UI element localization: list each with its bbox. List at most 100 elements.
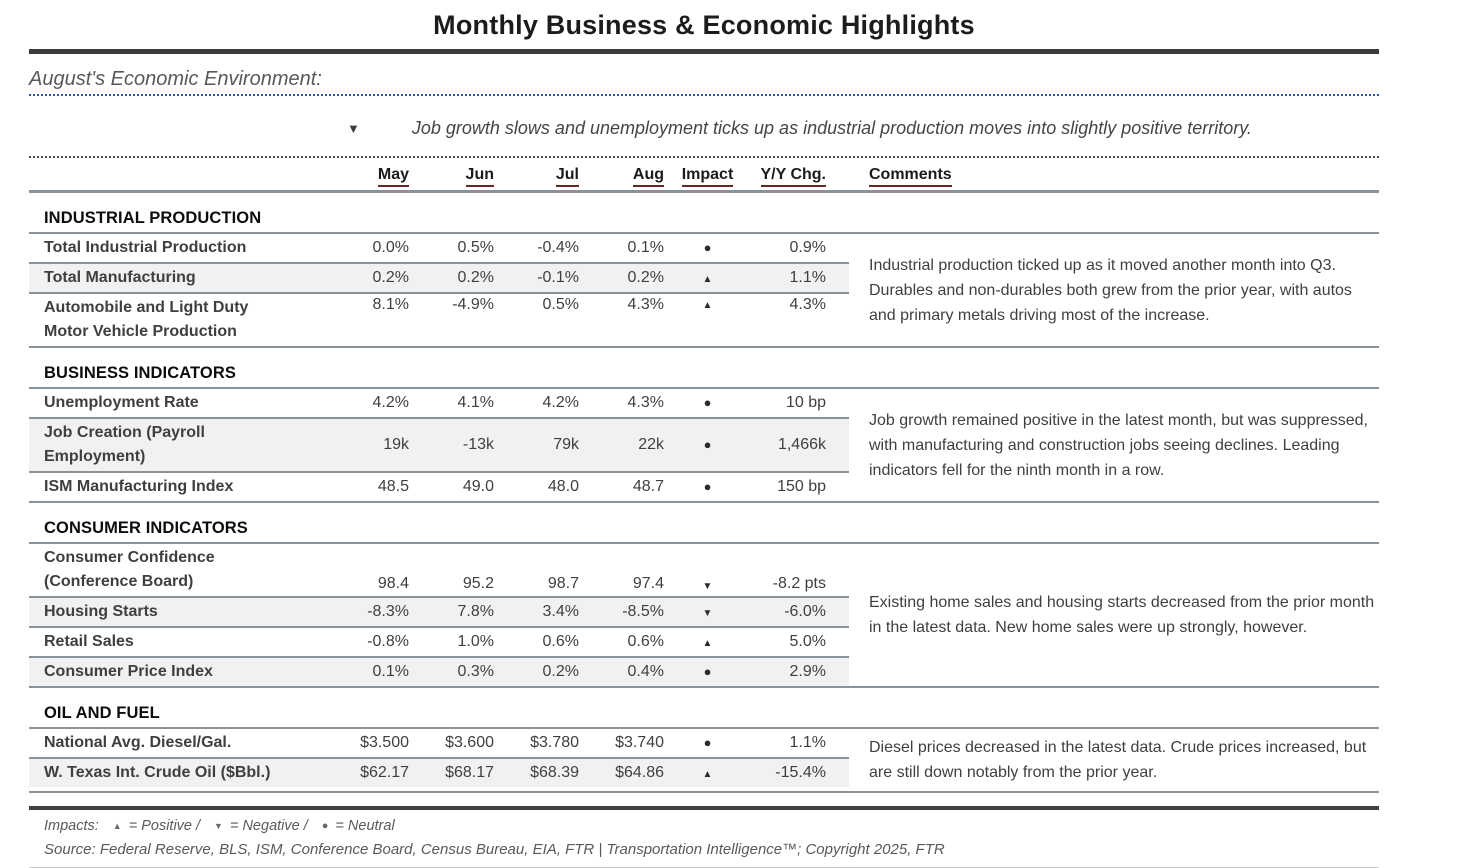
row-label: Job Creation (Payroll Employment) <box>44 424 205 465</box>
legend-negative-label: = Negative / <box>229 818 308 834</box>
table-row: Total Manufacturing 0.2% 0.2% -0.1% 0.2% ▲ 1.1… <box>29 262 849 292</box>
value-cell: -0.1% <box>537 269 579 286</box>
row-label: Retail Sales <box>44 633 134 650</box>
value-cell: 48.7 <box>632 478 664 495</box>
value-cell: 4.3% <box>627 296 664 313</box>
yy-chg-cell: 1,466k <box>777 436 826 453</box>
positive-triangle-icon: ▲ <box>112 820 122 831</box>
impact-cell: ● <box>664 240 751 256</box>
column-header-jun: Jun <box>409 166 494 187</box>
neutral-circle-icon: ● <box>321 819 329 832</box>
value-cell: $62.17 <box>360 764 409 781</box>
table-row: Housing Starts -8.3% 7.8% 3.4% -8.5% ▼ -6.0% <box>29 596 849 626</box>
value-cell: 79k <box>553 436 579 453</box>
value-cell: 95.2 <box>462 575 494 592</box>
section-title: INDUSTRIAL PRODUCTION <box>29 206 1379 234</box>
yy-chg-cell: 150 bp <box>777 478 826 495</box>
value-cell: $3.780 <box>530 734 579 751</box>
environment-heading-row: August's Economic Environment: <box>29 68 1379 96</box>
table-row: W. Texas Int. Crude Oil ($Bbl.) $62.17 $68… <box>29 757 849 787</box>
value-cell: 0.6% <box>542 633 579 650</box>
value-cell: 0.1% <box>372 663 409 680</box>
section-title: OIL AND FUEL <box>29 701 1379 729</box>
value-cell: 48.0 <box>547 478 579 495</box>
yy-chg-cell: 0.9% <box>789 239 826 256</box>
yy-chg-cell: -8.2 pts <box>772 575 826 592</box>
impact-positive-icon: ▲ <box>702 769 713 780</box>
column-header-jul: Jul <box>494 166 579 187</box>
table-row: Automobile and Light Duty Motor Vehicle … <box>29 292 849 346</box>
table-row: Consumer Price Index 0.1% 0.3% 0.2% 0.4% ● 2.9… <box>29 656 849 686</box>
value-cell: 3.4% <box>542 603 579 620</box>
value-cell: -13k <box>462 436 494 453</box>
value-cell: 0.6% <box>627 633 664 650</box>
dotted-divider <box>29 156 1379 158</box>
section-title: CONSUMER INDICATORS <box>29 516 1379 544</box>
value-cell: 4.3% <box>627 394 664 411</box>
impact-cell: ▼ <box>664 577 751 596</box>
impact-neutral-icon: ● <box>703 240 712 255</box>
impact-cell: ▲ <box>664 765 751 781</box>
section-comment: Job growth remained positive in the late… <box>869 411 1368 479</box>
table-row: Retail Sales -0.8% 1.0% 0.6% 0.6% ▲ 5.0% <box>29 626 849 656</box>
value-cell: $68.39 <box>530 764 579 781</box>
value-cell: 0.3% <box>457 663 494 680</box>
down-triangle-icon: ▼ <box>347 121 360 136</box>
row-label: Consumer Price Index <box>44 663 213 680</box>
value-cell: -0.8% <box>367 633 409 650</box>
value-cell: 0.2% <box>457 269 494 286</box>
yy-chg-cell: 1.1% <box>789 269 826 286</box>
table-header-row: May Jun Jul Aug Impact Y/Y Chg. Comments <box>29 160 1379 193</box>
impact-cell: ▲ <box>664 270 751 286</box>
value-cell: -0.4% <box>537 239 579 256</box>
value-cell: 4.2% <box>542 394 579 411</box>
footer-divider <box>29 806 1379 810</box>
value-cell: 1.0% <box>457 633 494 650</box>
value-cell: 0.2% <box>542 663 579 680</box>
table-section: INDUSTRIAL PRODUCTION Total Industrial Pr… <box>29 206 1379 348</box>
value-cell: 98.4 <box>377 575 409 592</box>
yy-chg-cell: 10 bp <box>785 394 826 411</box>
value-cell: 48.5 <box>377 478 409 495</box>
impact-positive-icon: ▲ <box>702 300 713 311</box>
table-row: Unemployment Rate 4.2% 4.1% 4.2% 4.3% ● 10 bp <box>29 389 849 417</box>
value-cell: 0.1% <box>627 239 664 256</box>
value-cell: -8.3% <box>367 603 409 620</box>
impact-negative-icon: ▼ <box>702 608 713 619</box>
report-page: Monthly Business & Economic Highlights A… <box>0 10 1408 868</box>
column-header-aug: Aug <box>579 166 664 187</box>
environment-bullet-row: ▼ Job growth slows and unemployment tick… <box>29 118 1379 139</box>
impact-positive-icon: ▲ <box>702 638 713 649</box>
table-row: Consumer Confidence (Conference Board) 98… <box>29 544 849 596</box>
table-row: Total Industrial Production 0.0% 0.5% -0.4%… <box>29 234 849 262</box>
value-cell: 8.1% <box>372 296 409 313</box>
value-cell: -8.5% <box>622 603 664 620</box>
table-section: CONSUMER INDICATORS Consumer Confidence (… <box>29 516 1379 688</box>
row-label: National Avg. Diesel/Gal. <box>44 734 232 751</box>
value-cell: $3.500 <box>360 734 409 751</box>
value-cell: 49.0 <box>462 478 494 495</box>
value-cell: $64.86 <box>615 764 664 781</box>
row-label: ISM Manufacturing Index <box>44 478 234 495</box>
section-comment: Industrial production ticked up as it mo… <box>869 256 1352 324</box>
impact-positive-icon: ▲ <box>702 274 713 285</box>
table-sections: INDUSTRIAL PRODUCTION Total Industrial Pr… <box>29 206 1379 793</box>
value-cell: 98.7 <box>547 575 579 592</box>
value-cell: 0.2% <box>627 269 664 286</box>
table-section: BUSINESS INDICATORS Unemployment Rate 4.2%… <box>29 361 1379 503</box>
row-label: Unemployment Rate <box>44 394 199 411</box>
yy-chg-cell: -6.0% <box>784 603 826 620</box>
section-comment: Existing home sales and housing starts d… <box>869 594 1375 636</box>
table-row: National Avg. Diesel/Gal. $3.500 $3.600 $3.… <box>29 729 849 757</box>
section-comment: Diesel prices decreased in the latest da… <box>869 739 1367 781</box>
impact-neutral-icon: ● <box>703 735 712 750</box>
impact-cell: ▼ <box>664 604 751 620</box>
header-spacer <box>29 166 354 187</box>
column-header-yy-chg: Y/Y Chg. <box>751 166 849 187</box>
value-cell: $68.17 <box>445 764 494 781</box>
column-header-impact: Impact <box>664 166 751 187</box>
value-cell: 7.8% <box>457 603 494 620</box>
impact-cell: ● <box>664 664 751 680</box>
impact-neutral-icon: ● <box>703 437 712 452</box>
value-cell: 4.2% <box>372 394 409 411</box>
